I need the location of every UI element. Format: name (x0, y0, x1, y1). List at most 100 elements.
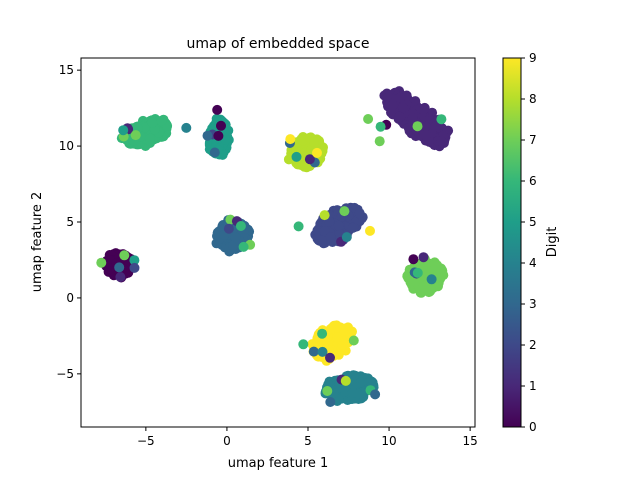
y-tick-label: 15 (59, 63, 74, 77)
scatter-point (104, 263, 115, 274)
scatter-point (202, 130, 213, 141)
colorbar-tick-label: 4 (529, 256, 537, 270)
scatter-point (130, 130, 141, 141)
scatter-point (304, 154, 315, 165)
y-tick-label: 0 (66, 291, 74, 305)
scatter-point (312, 147, 322, 158)
colorbar-tick-label: 8 (529, 92, 537, 106)
scatter-point (238, 241, 249, 252)
scatter-point (363, 114, 374, 124)
y-tick-label: 10 (59, 139, 74, 153)
colorbar-ticks: 0 1 2 3 4 5 6 7 8 9 (521, 51, 537, 434)
colorbar-tick-label: 3 (529, 297, 537, 311)
scatter-point (325, 232, 336, 243)
scatter-point (118, 125, 129, 136)
scatter-point (347, 223, 358, 233)
scatter-point (418, 104, 429, 115)
scatter-point (370, 389, 381, 400)
scatter-point (430, 121, 441, 132)
scatter-point (412, 267, 423, 278)
scatter-point (436, 136, 447, 147)
scatter-point (156, 115, 167, 126)
colorbar (502, 57, 522, 428)
scatter-point (209, 147, 220, 158)
scatter-point (212, 104, 223, 115)
scatter-point (429, 265, 440, 275)
scatter-point (340, 375, 351, 386)
colorbar-tick-label: 6 (529, 174, 537, 188)
scatter-points (96, 86, 454, 407)
scatter-point (297, 135, 308, 146)
scatter-point (397, 102, 408, 113)
scatter-point (312, 225, 323, 236)
x-tick-label: 5 (304, 434, 312, 448)
y-axis: −5 0 5 10 15 (56, 63, 81, 381)
colorbar-tick-label: 2 (529, 338, 537, 352)
scatter-point (319, 210, 330, 221)
x-tick-label: 15 (462, 434, 477, 448)
x-tick-label: 10 (381, 434, 396, 448)
scatter-point (365, 225, 375, 236)
x-tick-label: −5 (137, 434, 155, 448)
scatter-point (140, 122, 150, 133)
colorbar-tick-label: 7 (529, 133, 537, 147)
colorbar-tick-label: 9 (529, 51, 537, 65)
scatter-point (309, 137, 319, 147)
scatter-point (317, 346, 328, 357)
scatter-point (407, 113, 418, 123)
scatter-point (395, 92, 406, 103)
scatter-point (339, 206, 350, 217)
scatter-point (322, 386, 333, 396)
scatter-point (374, 136, 385, 147)
scatter-point (375, 121, 386, 132)
scatter-point (96, 257, 107, 268)
scatter-point (333, 220, 344, 231)
scatter-point (285, 134, 296, 145)
scatter-point (129, 262, 140, 273)
scatter-point (394, 111, 405, 122)
scatter-point (230, 232, 241, 243)
scatter-point (408, 254, 419, 265)
scatter-point (418, 252, 429, 263)
scatter-point (317, 328, 328, 339)
x-axis: −5 0 5 10 15 (137, 427, 478, 448)
scatter-point (114, 262, 125, 273)
scatter-point (298, 339, 309, 350)
x-tick-label: 0 (223, 434, 231, 448)
x-axis-label: umap feature 1 (228, 456, 329, 471)
plot-frame (80, 57, 476, 428)
scatter-point (325, 324, 336, 335)
scatter-point (354, 208, 365, 219)
scatter-point (426, 274, 437, 285)
y-tick-label: −5 (56, 367, 74, 381)
scatter-point (348, 335, 359, 346)
colorbar-tick-label: 0 (529, 420, 537, 434)
scatter-point (308, 346, 319, 357)
scatter-point (415, 284, 426, 295)
scatter-point (341, 232, 352, 243)
scatter-point (291, 151, 302, 162)
scatter-point (293, 221, 304, 232)
scatter-point (223, 223, 234, 234)
scatter-point (115, 272, 126, 282)
scatter-point (325, 352, 335, 363)
scatter-point (119, 250, 130, 261)
scatter-point (213, 130, 224, 141)
scatter-point (436, 114, 447, 125)
colorbar-label: Digit (545, 227, 560, 258)
colorbar-tick-label: 1 (529, 379, 537, 393)
scatter-point (144, 133, 155, 144)
scatter-point (216, 120, 226, 131)
scatter-point (318, 234, 329, 245)
scatter-point (181, 122, 192, 133)
scatter-point (147, 117, 158, 128)
scatter-point (332, 332, 343, 343)
scatter-point (412, 121, 423, 132)
colorbar-tick-label: 5 (529, 215, 537, 229)
scatter-point (387, 100, 398, 111)
y-axis-label: umap feature 2 (30, 192, 45, 293)
scatter-point (325, 397, 336, 407)
chart-title: umap of embedded space (187, 36, 370, 52)
scatter-point (347, 387, 358, 398)
